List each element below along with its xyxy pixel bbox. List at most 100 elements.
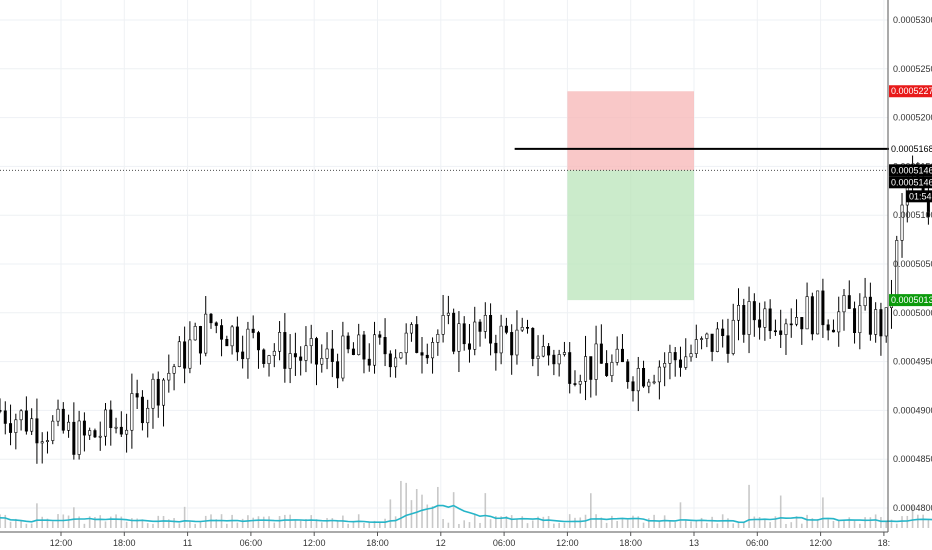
- candle-body: [88, 430, 92, 436]
- y-tick-label: 0.0004950: [893, 357, 932, 367]
- x-tick-label: 12: [436, 538, 446, 548]
- candle-body: [504, 325, 508, 333]
- candle-body: [309, 338, 313, 347]
- price-tags: 0.0005227 0.0005168 0.0005146 0.0005146 …: [889, 85, 932, 307]
- volume-bar: [732, 523, 735, 528]
- volume-bar: [727, 518, 729, 528]
- candle-body: [362, 334, 366, 360]
- volume-bar: [294, 519, 297, 528]
- volume-bar: [748, 484, 750, 528]
- volume-bar: [801, 523, 803, 528]
- volume-bar: [785, 523, 787, 528]
- volume-bar: [848, 517, 851, 528]
- candle-body: [810, 296, 814, 335]
- candle-body: [805, 296, 809, 330]
- candle-body: [663, 363, 667, 368]
- target-zone[interactable]: [567, 91, 694, 171]
- candle-body: [388, 353, 392, 368]
- candle-body: [378, 334, 382, 338]
- candle-body: [736, 305, 740, 321]
- volume-bar: [901, 516, 903, 528]
- volume-bar: [611, 515, 613, 528]
- volume-bar: [152, 523, 154, 528]
- candle-body: [752, 301, 756, 321]
- candle-body: [151, 378, 155, 409]
- x-tick-label: 06:00: [493, 538, 516, 548]
- y-tick-label: 0.0004800: [893, 503, 932, 513]
- volume-bar: [289, 514, 291, 528]
- candle-body: [314, 338, 318, 365]
- volume-bar: [816, 519, 819, 528]
- volume-bar: [558, 522, 560, 528]
- volume-bar: [711, 516, 713, 528]
- candle-body: [119, 426, 123, 435]
- candle-body: [436, 333, 440, 343]
- stop-zone[interactable]: [567, 170, 694, 301]
- volume-bar: [299, 520, 302, 528]
- volume-bar: [648, 518, 650, 528]
- candle-body: [278, 332, 282, 352]
- volume-bar: [579, 517, 582, 528]
- last-price-tag: 0.0005146: [889, 164, 932, 177]
- volume-bar: [88, 516, 91, 528]
- y-tick-label: 0.0004850: [893, 454, 932, 464]
- volume-bar: [695, 521, 698, 528]
- candle-body: [494, 342, 498, 354]
- candle-body: [125, 429, 129, 435]
- volume-bar: [320, 522, 323, 528]
- volume-bar: [4, 514, 7, 528]
- volume-bar: [452, 492, 455, 528]
- candle-body: [874, 309, 878, 335]
- volume-bar: [510, 515, 513, 528]
- volume-bar: [621, 517, 624, 528]
- candle-body: [610, 362, 614, 376]
- candle-body: [256, 332, 260, 351]
- volume-bar: [78, 516, 80, 528]
- x-tick-label: 18:00: [619, 538, 642, 548]
- volume-bar: [194, 523, 196, 528]
- volume-ma-line: [0, 504, 932, 524]
- volume-bar: [326, 518, 328, 528]
- volume-bar: [684, 520, 687, 528]
- candle-body: [214, 322, 218, 326]
- candle-body: [652, 381, 656, 384]
- candle-body: [351, 348, 355, 355]
- candle-body: [446, 312, 450, 316]
- volume-bar: [25, 523, 28, 528]
- volume-bar: [204, 515, 207, 528]
- candle-body: [826, 324, 830, 331]
- volume-bar: [284, 514, 286, 528]
- volume-bar: [305, 518, 307, 528]
- volume-bar: [30, 523, 33, 528]
- volume-bar: [268, 516, 270, 528]
- position-zone[interactable]: [567, 91, 694, 301]
- candle-body: [188, 339, 192, 369]
- volume-bar: [790, 522, 793, 528]
- candle-body: [251, 328, 255, 333]
- candle-body: [831, 329, 835, 333]
- volume-bar: [700, 517, 703, 528]
- volume-bar: [595, 514, 597, 528]
- x-tick-label: 06:00: [240, 538, 263, 548]
- last-price-label-2: 0.0005146: [891, 177, 932, 187]
- candle-body: [895, 240, 899, 299]
- candle-body: [747, 301, 751, 335]
- price-axis[interactable]: 0.00053000.00052500.00052000.00051500.00…: [887, 0, 932, 532]
- candle-body: [82, 420, 86, 436]
- volume-bar: [616, 520, 618, 528]
- volume-bar: [637, 516, 640, 528]
- candle-body: [773, 330, 777, 333]
- volume-bar: [262, 516, 265, 528]
- time-axis[interactable]: 12:00 18:00 11 06:00 12:00 18:00 12 06:00 12:00 1…: [0, 531, 890, 548]
- candle-body: [45, 440, 49, 442]
- volume-bar: [231, 514, 233, 528]
- candle-body: [104, 409, 108, 437]
- volume-bar: [531, 520, 534, 528]
- candle-body: [409, 324, 413, 334]
- candle-body: [847, 295, 851, 309]
- candle-body: [489, 314, 493, 344]
- candle-body: [853, 308, 857, 334]
- stop-price-tag: 0.0005013: [889, 294, 932, 307]
- candle-body: [900, 204, 904, 241]
